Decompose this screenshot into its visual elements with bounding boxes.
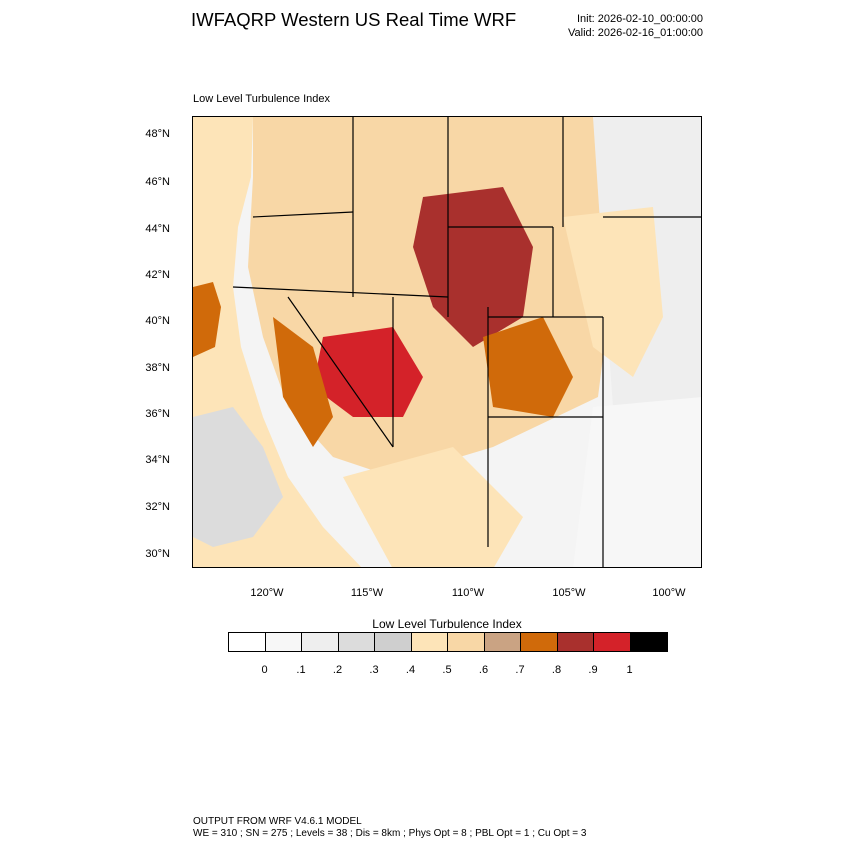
lat-tick-48: 48°N (145, 128, 170, 140)
sierra-turbulence-area (273, 317, 333, 447)
valid-time: Valid: 2026-02-16_01:00:00 (568, 27, 703, 39)
colorbar-label: .9 (588, 664, 598, 676)
lon-tick-120: 120°W (250, 587, 284, 599)
colorbar-label: .8 (551, 664, 562, 676)
lat-tick-30: 30°N (145, 548, 170, 560)
turbulence-map (193, 117, 701, 567)
southwest-region (343, 447, 523, 567)
colorbar-label: .1 (296, 664, 306, 676)
colorbar-box (594, 633, 631, 651)
colorbar-box (484, 633, 521, 651)
offshore-turbulence-area (193, 282, 221, 357)
lon-tick-105: 105°W (552, 587, 586, 599)
lon-tick-110: 110°W (451, 587, 485, 599)
lat-tick-36: 36°N (145, 408, 170, 420)
map-panel (192, 116, 702, 568)
colorbar-label: 0 (261, 664, 268, 676)
plains-light-area (563, 207, 663, 377)
colorbar-label: .4 (405, 664, 416, 676)
colorbar-box (448, 633, 485, 651)
lat-tick-40: 40°N (145, 315, 170, 327)
colorbar-label: .2 (332, 664, 343, 676)
colorbar-title: Low Level Turbulence Index (372, 617, 522, 631)
lat-tick-34: 34°N (145, 454, 170, 466)
colorbar (228, 632, 668, 652)
texas-region (573, 397, 701, 567)
colorbar-box (521, 633, 558, 651)
southern-ocean-gray-area (193, 407, 283, 547)
lon-tick-115: 115°W (350, 587, 384, 599)
great-basin-turbulence-area (313, 327, 423, 417)
colorbar-box (630, 633, 667, 651)
colorado-turbulence-area (483, 317, 573, 417)
colorbar-label: .5 (442, 664, 452, 676)
model-info-line1: OUTPUT FROM WRF V4.6.1 MODEL (193, 816, 362, 827)
colorbar-label: .3 (369, 664, 379, 676)
plot-label: Low Level Turbulence Index (193, 93, 330, 105)
state-boundaries (232, 117, 701, 567)
chart-title: IWFAQRP Western US Real Time WRF (191, 9, 517, 30)
colorbar-box (338, 633, 375, 651)
colorbar-box (229, 633, 266, 651)
colorbar-box (411, 633, 448, 651)
colorbar-box (265, 633, 302, 651)
lat-tick-42: 42°N (145, 269, 170, 281)
colorbar-box (375, 633, 412, 651)
colorbar-label: 1 (626, 664, 633, 676)
colorbar-box (557, 633, 594, 651)
colorbar-label: .7 (515, 664, 525, 676)
lon-tick-100: 100°W (652, 587, 686, 599)
lat-tick-38: 38°N (145, 362, 170, 374)
lat-tick-46: 46°N (145, 176, 170, 188)
model-info-line2: WE = 310 ; SN = 275 ; Levels = 38 ; Dis … (193, 828, 587, 839)
init-time: Init: 2026-02-10_00:00:00 (577, 13, 703, 25)
colorbar-label: .6 (478, 664, 489, 676)
lat-tick-32: 32°N (145, 501, 170, 513)
colorbar-box (302, 633, 339, 651)
lat-tick-44: 44°N (145, 223, 170, 235)
